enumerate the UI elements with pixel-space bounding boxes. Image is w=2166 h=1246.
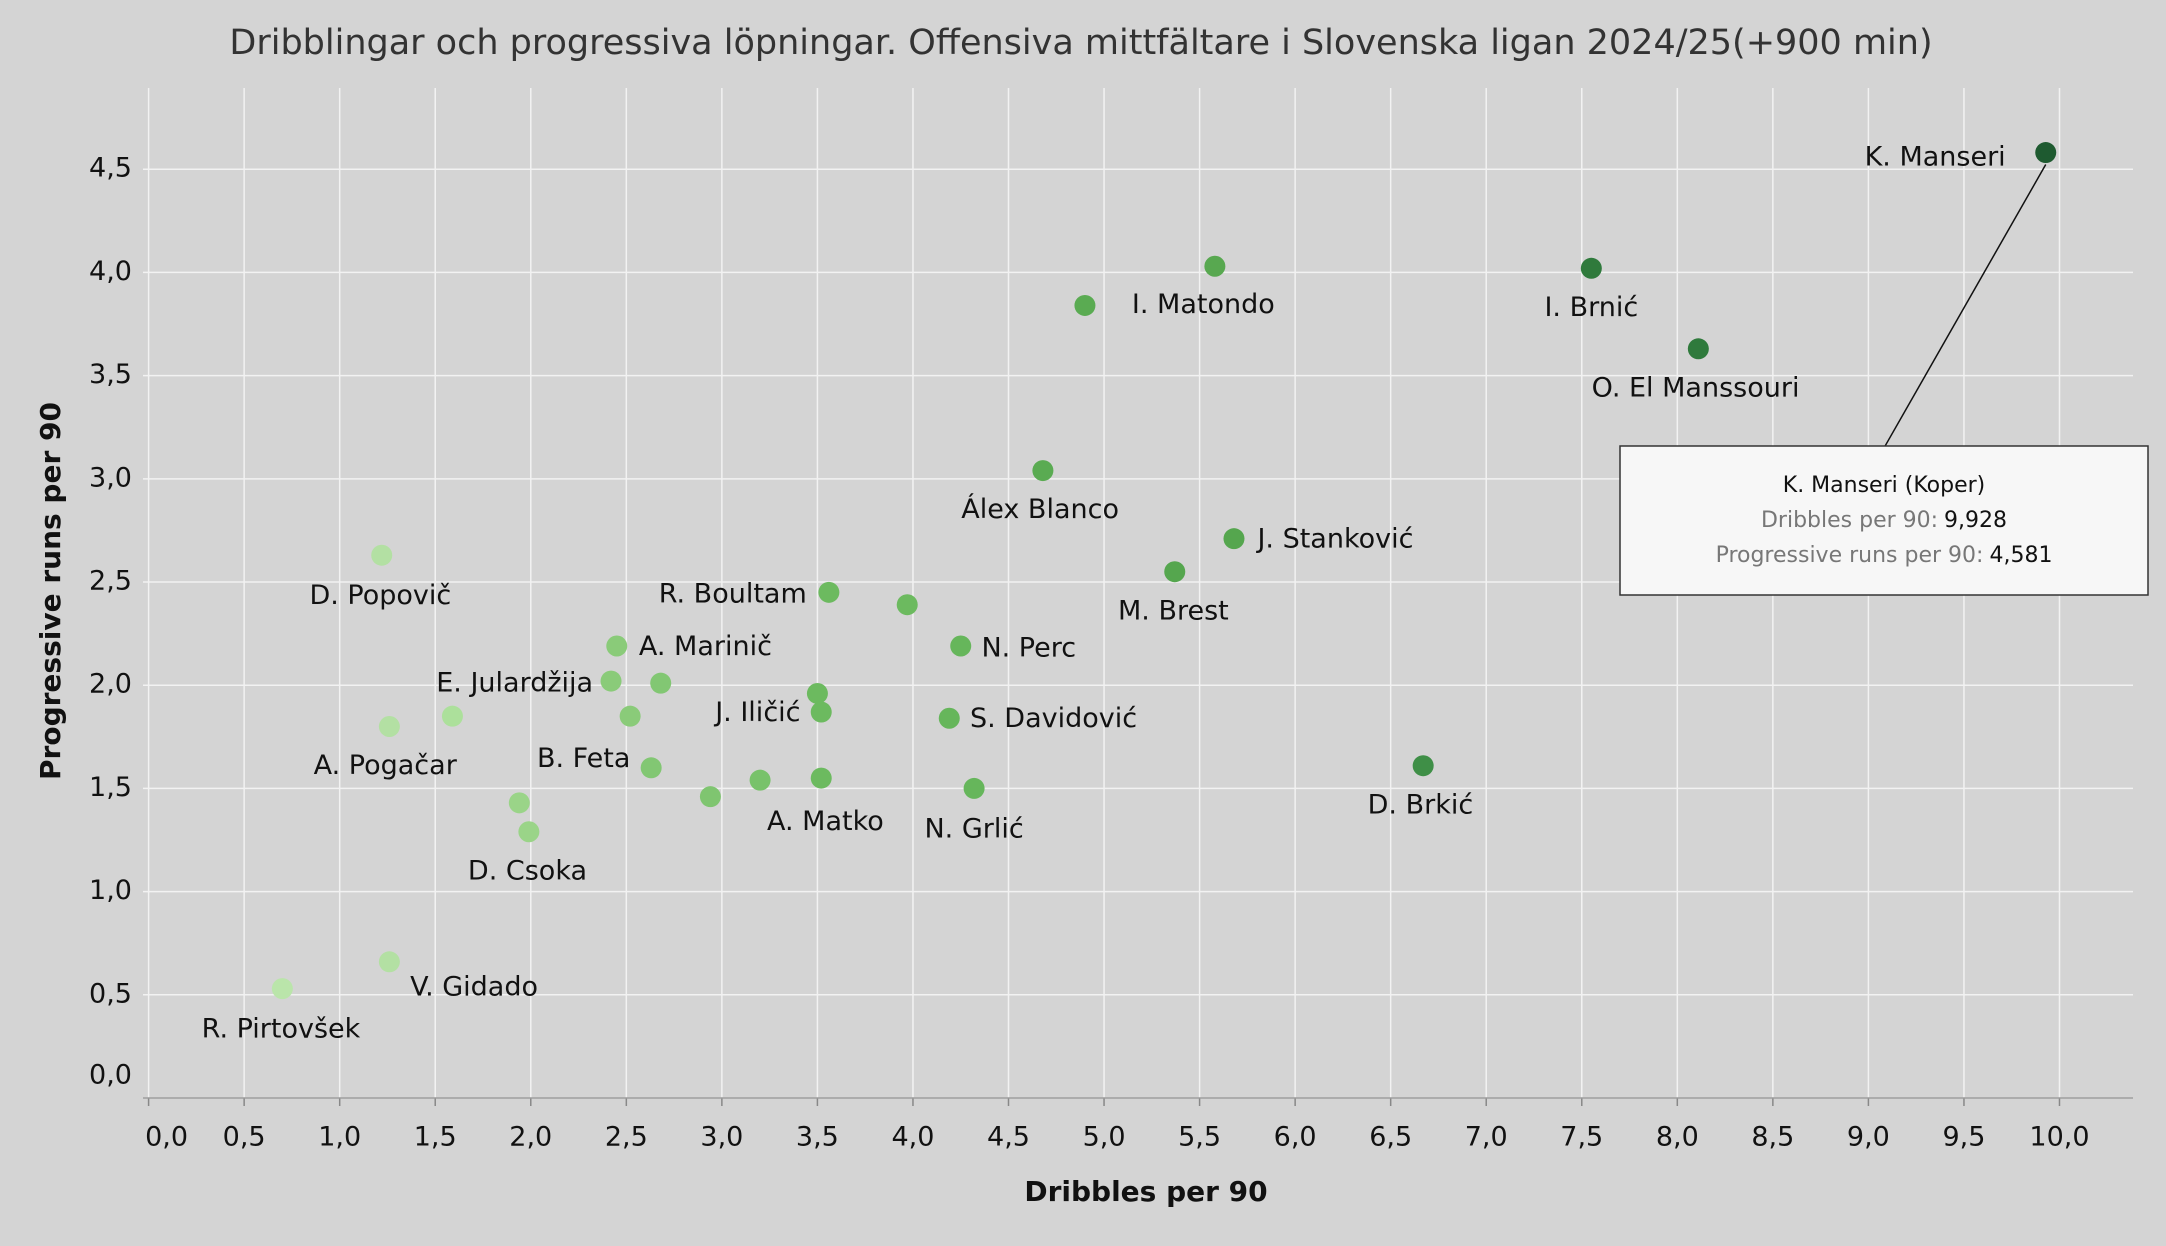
x-tick-label: 8,0: [1656, 1122, 1699, 1153]
point-label: J. Stanković: [1255, 524, 1413, 555]
point-label: A. Pogačar: [314, 750, 458, 781]
data-point: [1032, 460, 1054, 482]
point-label: I. Brnić: [1544, 292, 1638, 323]
data-point: [749, 769, 771, 791]
point-label: E. Julardžija: [436, 667, 593, 698]
data-point: [600, 670, 622, 692]
x-tick-label: 8,5: [1751, 1122, 1794, 1153]
point-label: N. Perc: [981, 632, 1076, 663]
point-label: M. Brest: [1118, 595, 1229, 626]
x-tick-label: 2,0: [509, 1122, 552, 1153]
data-point: [818, 581, 840, 603]
point-label: J. Iličić: [713, 697, 800, 728]
y-tick-label: 0,0: [89, 1060, 132, 1091]
tooltip-label: Dribbles per 90:: [1761, 508, 1938, 533]
data-point: [963, 777, 985, 799]
x-tick-label: 10,0: [2029, 1122, 2089, 1153]
data-point: [1074, 294, 1096, 316]
x-tick-label: 3,5: [796, 1122, 839, 1153]
data-point: [1412, 755, 1434, 777]
data-point: [640, 757, 662, 779]
x-tick-label: 6,0: [1274, 1122, 1317, 1153]
x-tick-label: 9,0: [1847, 1122, 1890, 1153]
point-label: O. El Manssouri: [1592, 372, 1800, 403]
tooltip-row: Dribbles per 90: 9,928: [1761, 508, 2007, 533]
point-label: R. Boultam: [659, 579, 807, 610]
data-point: [806, 682, 828, 704]
tooltip-row: Progressive runs per 90: 4,581: [1716, 543, 2053, 568]
y-tick-label: 3,5: [89, 359, 132, 390]
data-point: [699, 786, 721, 808]
y-tick-label: 4,0: [89, 256, 132, 287]
chart-title: Dribblingar och progressiva löpningar. O…: [229, 23, 1932, 63]
data-point: [371, 544, 393, 566]
point-label: B. Feta: [537, 743, 631, 774]
data-point: [810, 767, 832, 789]
point-label: K. Manseri: [1865, 142, 2006, 173]
tooltip-title: K. Manseri (Koper): [1783, 473, 1985, 498]
point-label: D. Brkić: [1368, 789, 1474, 820]
point-label: V. Gidado: [410, 972, 538, 1003]
data-point: [896, 594, 918, 616]
y-tick-label: 1,5: [89, 772, 132, 803]
point-label: D. Popovič: [309, 580, 451, 611]
point-label: A. Matko: [767, 806, 884, 837]
data-point: [508, 792, 530, 814]
tooltip-label: Progressive runs per 90:: [1716, 543, 1984, 568]
x-tick-label: 7,0: [1465, 1122, 1508, 1153]
x-tick-label: 9,5: [1942, 1122, 1985, 1153]
x-tick-label: 1,0: [318, 1122, 361, 1153]
data-point: [1223, 528, 1245, 550]
data-point: [518, 821, 540, 843]
x-tick-label: 6,5: [1369, 1122, 1412, 1153]
data-point: [810, 701, 832, 723]
x-tick-label: 1,5: [414, 1122, 457, 1153]
point-label: R. Pirtovšek: [202, 1014, 361, 1045]
x-tick-label: 5,5: [1178, 1122, 1221, 1153]
data-point: [378, 951, 400, 973]
data-point: [271, 978, 293, 1000]
data-point: [1687, 338, 1709, 360]
y-tick-label: 4,5: [89, 153, 132, 184]
data-point: [950, 635, 972, 657]
data-point: [1204, 255, 1226, 277]
y-tick-label: 1,0: [89, 875, 132, 906]
point-label: Álex Blanco: [961, 493, 1119, 525]
leader-line: [1884, 164, 2047, 447]
data-point: [619, 705, 641, 727]
x-tick-label: 4,5: [987, 1122, 1030, 1153]
point-label: I. Matondo: [1132, 289, 1275, 320]
y-tick-label: 0,5: [89, 978, 132, 1009]
data-point: [441, 705, 463, 727]
x-tick-label: 3,0: [700, 1122, 743, 1153]
data-point: [1164, 561, 1186, 583]
tooltip-value: 4,581: [1989, 543, 2052, 568]
data-point: [650, 672, 672, 694]
point-label: D. Csoka: [468, 855, 587, 886]
tooltip-box: [1619, 445, 2149, 596]
point-label: S. Davidović: [970, 703, 1137, 734]
x-tick-label: 7,5: [1560, 1122, 1603, 1153]
x-axis-title: Dribbles per 90: [1024, 1175, 1267, 1208]
data-point: [1580, 257, 1602, 279]
data-point: [606, 635, 628, 657]
x-tick-label: 4,0: [891, 1122, 934, 1153]
y-tick-label: 2,5: [89, 566, 132, 597]
data-point: [938, 707, 960, 729]
x-tick-label: 0,0: [145, 1122, 188, 1153]
y-tick-label: 3,0: [89, 462, 132, 493]
y-tick-label: 2,0: [89, 669, 132, 700]
y-axis-title: Progressive runs per 90: [34, 402, 67, 780]
point-label: A. Marinič: [639, 631, 772, 662]
x-tick-label: 2,5: [605, 1122, 648, 1153]
data-point: [2035, 142, 2057, 164]
point-label: N. Grlić: [924, 813, 1023, 844]
x-tick-label: 5,0: [1083, 1122, 1126, 1153]
x-tick-label: 0,5: [223, 1122, 266, 1153]
tooltip-value: 9,928: [1944, 508, 2007, 533]
data-point: [378, 715, 400, 737]
